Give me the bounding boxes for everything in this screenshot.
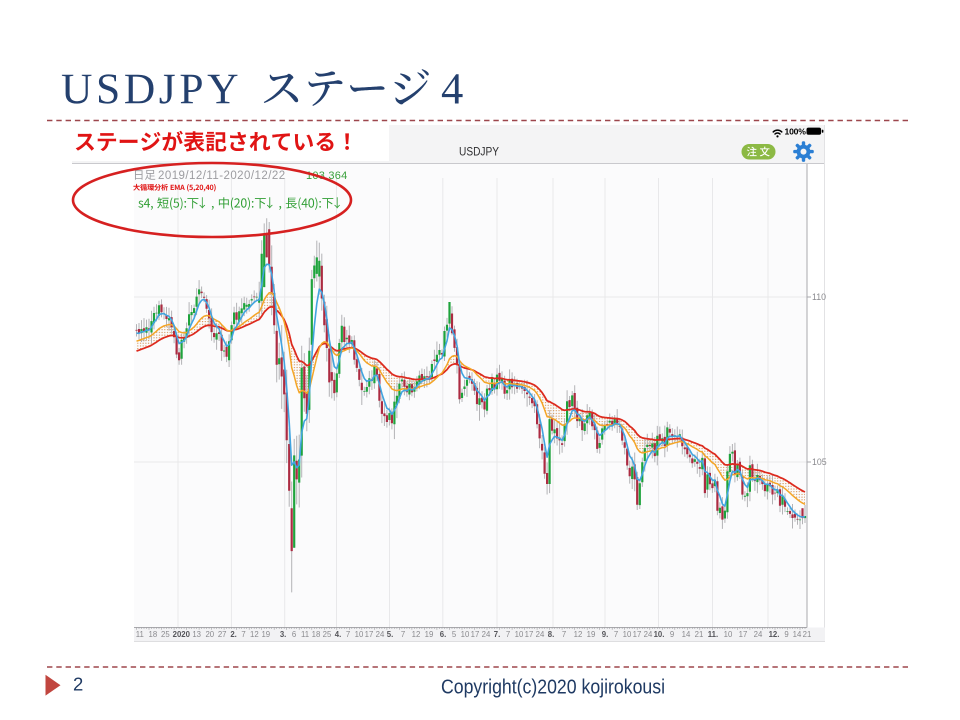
svg-text:21: 21 [695,629,704,638]
svg-text:25: 25 [323,629,332,638]
svg-text:3.: 3. [280,629,287,638]
svg-text:17: 17 [471,629,480,638]
svg-text:2.: 2. [230,629,237,638]
svg-text:105: 105 [812,457,827,467]
svg-text:12: 12 [574,629,583,638]
svg-text:27: 27 [218,629,227,638]
svg-text:12.: 12. [769,629,780,638]
svg-text:10: 10 [461,629,470,638]
svg-text:24: 24 [536,629,545,638]
svg-text:7: 7 [562,629,566,638]
svg-text:14: 14 [682,629,691,638]
svg-text:7: 7 [401,629,405,638]
svg-text:11: 11 [136,629,144,638]
svg-text:10: 10 [515,629,524,638]
svg-text:7: 7 [241,629,245,638]
svg-text:24: 24 [754,629,763,638]
svg-text:24: 24 [644,629,653,638]
svg-text:17: 17 [633,629,642,638]
svg-text:10.: 10. [654,629,665,638]
svg-text:17: 17 [739,629,748,638]
svg-text:7.: 7. [494,629,501,638]
svg-text:21: 21 [803,629,812,638]
svg-text:17: 17 [525,629,534,638]
svg-text:7: 7 [346,629,350,638]
svg-text:18: 18 [149,629,158,638]
svg-text:24: 24 [482,629,491,638]
svg-text:19: 19 [587,629,596,638]
svg-text:Copyright(c)2020 kojirokousi: Copyright(c)2020 kojirokousi [441,677,665,699]
svg-text:9.: 9. [602,629,609,638]
svg-text:14: 14 [793,629,802,638]
svg-text:2: 2 [73,673,83,694]
svg-text:USDJPY: USDJPY [459,145,499,159]
svg-text:9: 9 [784,629,788,638]
svg-text:20: 20 [205,629,214,638]
svg-text:18: 18 [312,629,321,638]
svg-text:4.: 4. [335,629,342,638]
svg-text:5.: 5. [387,629,394,638]
svg-text:11: 11 [301,629,309,638]
svg-text:100%: 100% [785,127,807,137]
svg-text:12: 12 [412,629,421,638]
svg-text:5: 5 [452,629,457,638]
svg-text:110: 110 [812,292,826,302]
svg-text:12: 12 [250,629,259,638]
svg-text:10: 10 [724,629,733,638]
svg-text:2020: 2020 [173,629,191,638]
svg-text:24: 24 [376,629,385,638]
svg-text:10: 10 [623,629,632,638]
svg-text:19: 19 [261,629,270,638]
svg-text:10: 10 [355,629,364,638]
svg-text:19: 19 [425,629,434,638]
svg-text:6: 6 [292,629,296,638]
svg-text:13: 13 [192,629,201,638]
svg-text:17: 17 [365,629,374,638]
svg-text:7: 7 [614,629,618,638]
svg-text:11.: 11. [708,629,718,638]
svg-text:8.: 8. [548,629,555,638]
svg-text:7: 7 [506,629,510,638]
svg-text:6.: 6. [440,629,447,638]
svg-text:9: 9 [670,629,674,638]
svg-text:25: 25 [161,629,170,638]
